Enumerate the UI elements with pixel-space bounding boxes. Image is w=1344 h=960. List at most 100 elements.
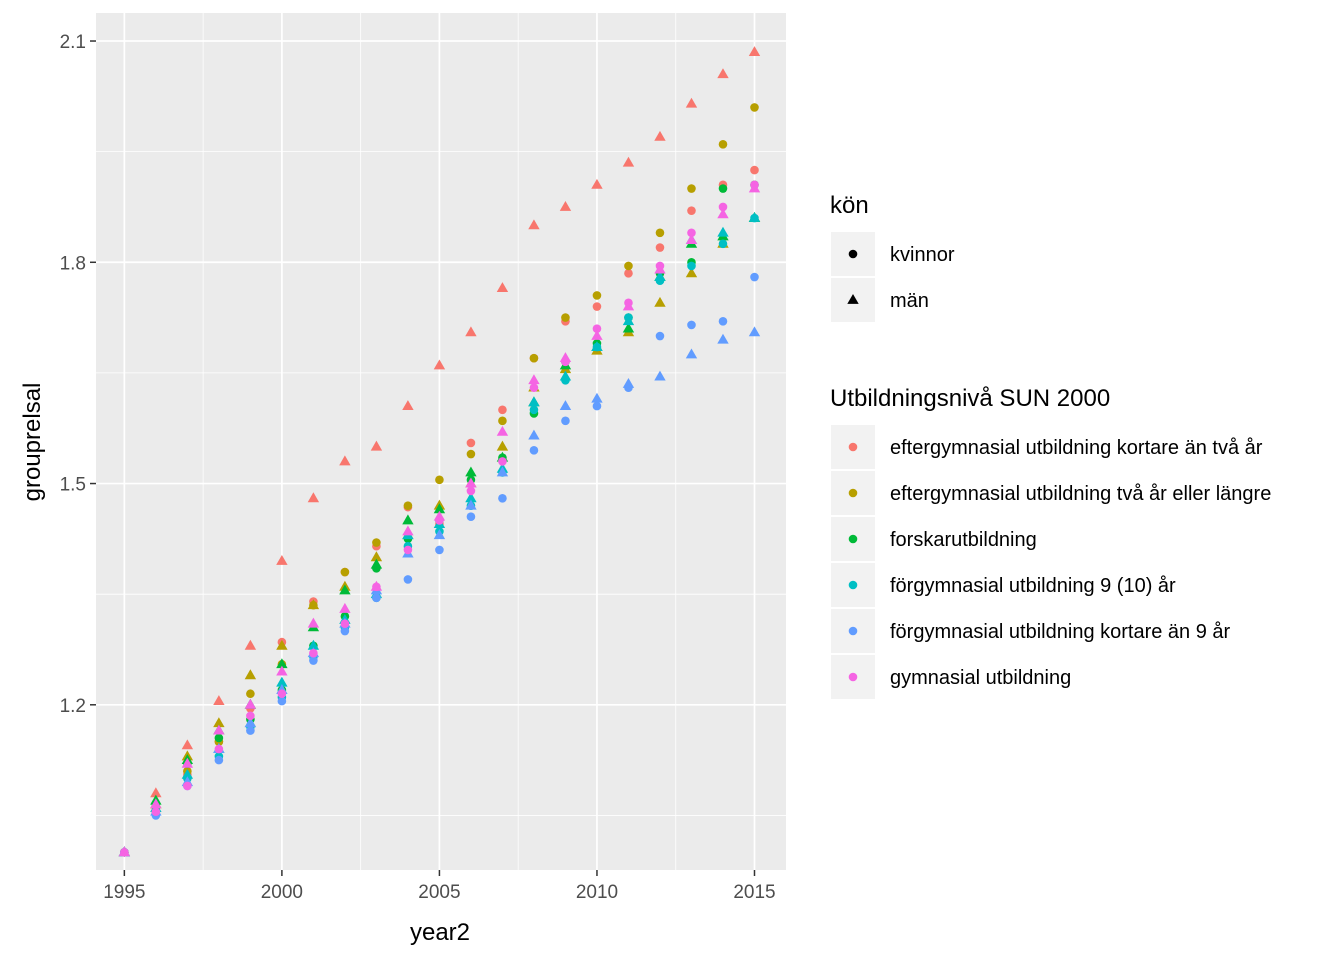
point-man <box>402 525 414 536</box>
point-man <box>528 429 540 440</box>
y-tick-label: 1.2 <box>60 696 86 717</box>
point-kvinnor <box>403 575 413 584</box>
point-kvinnor <box>403 501 413 510</box>
point-man <box>559 200 572 211</box>
point-kvinnor <box>655 331 665 341</box>
circle-icon <box>848 249 858 259</box>
point-kvinnor <box>309 656 318 665</box>
point-kvinnor <box>498 416 507 426</box>
point-kvinnor <box>277 696 287 706</box>
point-man <box>213 717 225 728</box>
point-kvinnor <box>309 648 318 658</box>
point-man <box>307 639 320 650</box>
point-kvinnor <box>687 206 696 215</box>
color-legend: Utbildningsnivå SUN 2000 eftergymnasial … <box>830 385 1271 699</box>
point-man <box>276 554 288 565</box>
point-man <box>685 348 698 359</box>
point-man <box>339 584 351 595</box>
point-kvinnor <box>372 538 381 547</box>
point-man <box>244 698 257 709</box>
plot-panel <box>96 13 786 870</box>
point-man <box>654 130 666 141</box>
point-man <box>307 492 320 503</box>
triangle-icon <box>847 294 859 304</box>
point-man <box>339 602 351 613</box>
point-man <box>339 455 351 466</box>
point-man <box>276 665 288 676</box>
y-tick-label: 1.8 <box>60 253 86 274</box>
point-kvinnor <box>655 228 665 238</box>
point-kvinnor <box>561 416 570 426</box>
point-man <box>465 326 477 337</box>
point-man <box>622 322 635 333</box>
point-man <box>559 400 572 410</box>
color-legend-swatch <box>848 672 858 682</box>
color-legend-label: forskarutbildning <box>890 529 1037 551</box>
y-axis-title: grouprelsal <box>19 383 46 502</box>
point-man <box>622 300 635 311</box>
point-kvinnor <box>214 733 224 743</box>
shape-legend-label: män <box>890 290 929 312</box>
shape-legend: kön kvinnor män <box>830 192 955 322</box>
point-man <box>213 695 225 706</box>
point-kvinnor <box>246 689 255 699</box>
point-kvinnor <box>340 619 350 628</box>
point-kvinnor <box>718 139 728 149</box>
point-man <box>496 425 509 436</box>
point-man <box>433 359 446 370</box>
point-man <box>748 212 761 222</box>
minor-gridlines <box>96 13 786 870</box>
point-man <box>591 392 603 403</box>
point-man <box>559 370 572 381</box>
color-legend-swatch <box>848 534 858 544</box>
point-kvinnor <box>592 324 602 333</box>
y-tick-label: 1.5 <box>60 475 86 496</box>
point-kvinnor <box>403 545 413 555</box>
point-man <box>150 787 162 798</box>
point-man <box>748 46 761 56</box>
point-man <box>181 768 194 779</box>
color-legend-label: gymnasial utbildning <box>890 667 1071 689</box>
point-man <box>244 669 257 680</box>
point-man <box>717 68 729 79</box>
point-man <box>654 296 666 307</box>
x-tick-label: 2010 <box>576 882 618 903</box>
point-kvinnor <box>466 449 476 459</box>
point-man <box>402 400 414 410</box>
major-gridlines <box>96 13 786 870</box>
point-man <box>528 219 540 230</box>
point-man <box>465 492 477 503</box>
y-axis: 1.2 1.5 1.8 2.1 <box>60 32 96 717</box>
color-legend-swatch <box>848 488 858 498</box>
point-man <box>496 466 509 477</box>
point-man <box>559 352 572 363</box>
x-tick-label: 2005 <box>418 882 460 903</box>
x-tick-label: 2000 <box>261 882 303 903</box>
point-man <box>685 267 698 278</box>
point-man <box>654 263 666 274</box>
point-kvinnor <box>750 165 759 175</box>
point-man <box>622 156 635 167</box>
point-man <box>181 757 194 768</box>
data-points <box>118 46 761 857</box>
point-kvinnor <box>750 103 759 112</box>
point-kvinnor <box>718 316 728 326</box>
point-man <box>276 658 288 669</box>
color-legend-label: eftergymnasial utbildning kortare än två… <box>890 437 1263 459</box>
point-man <box>717 333 729 344</box>
point-man <box>685 97 698 108</box>
point-man <box>307 617 320 628</box>
point-kvinnor <box>214 755 224 765</box>
point-kvinnor <box>466 512 476 522</box>
point-kvinnor <box>498 493 507 503</box>
point-man <box>276 676 288 687</box>
color-legend-swatch <box>848 442 858 452</box>
color-legend-title: Utbildningsnivå SUN 2000 <box>830 385 1110 412</box>
point-man <box>496 440 509 451</box>
point-man <box>181 739 194 750</box>
point-man <box>717 208 729 219</box>
x-axis: 1995 2000 2005 2010 2015 <box>103 870 776 903</box>
y-tick-label: 2.1 <box>60 32 86 53</box>
point-kvinnor <box>529 446 539 455</box>
x-tick-label: 2015 <box>733 882 775 903</box>
